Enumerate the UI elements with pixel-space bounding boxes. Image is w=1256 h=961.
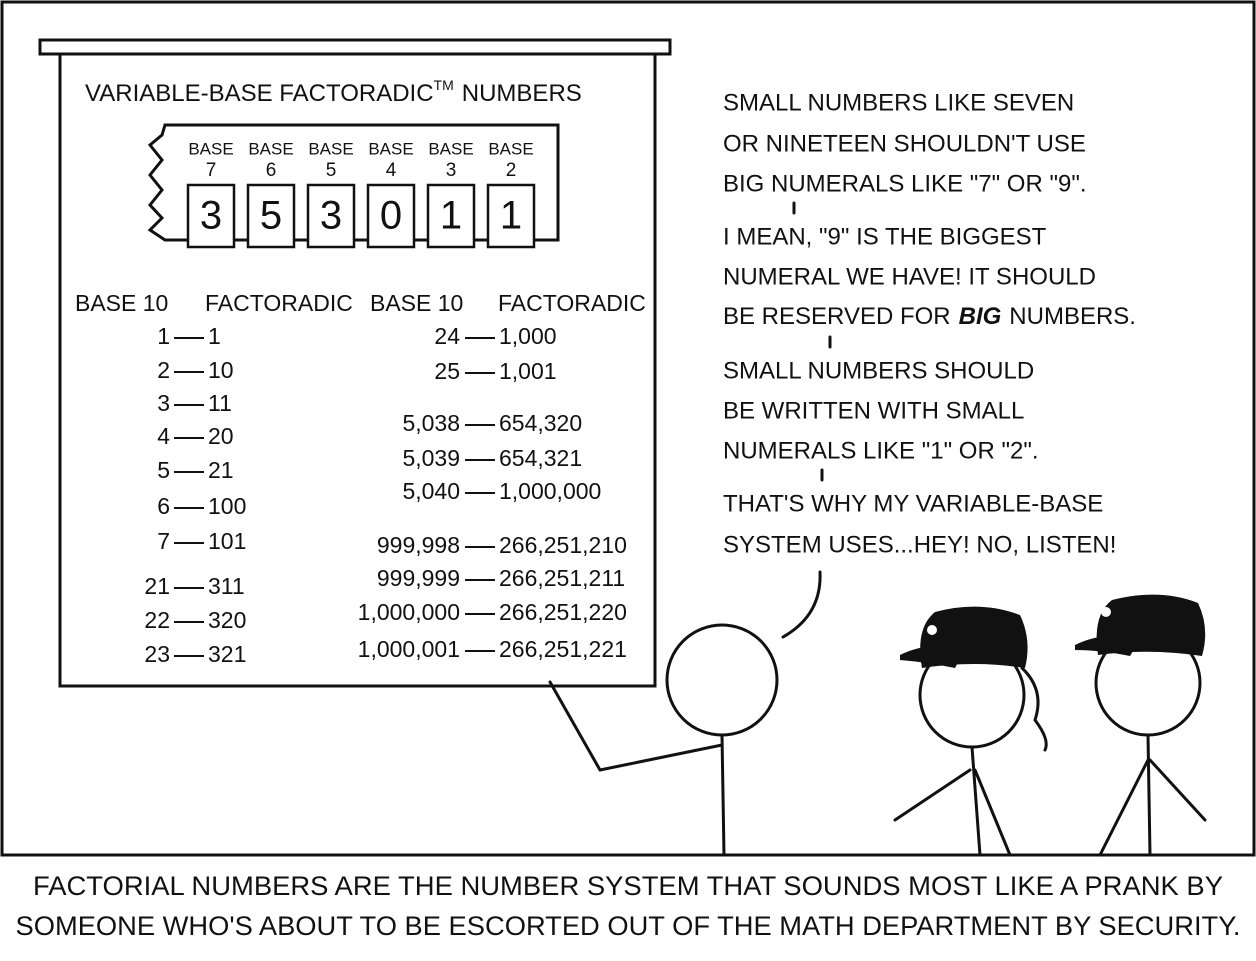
factoradic-value: 266,251,210 (499, 532, 627, 558)
base10-value: 1,000,000 (358, 599, 460, 625)
base-number: 6 (266, 160, 277, 181)
base10-value: 23 (144, 641, 170, 667)
factoradic-value: 1 (208, 323, 221, 349)
caption-line: FACTORIAL NUMBERS ARE THE NUMBER SYSTEM … (33, 871, 1223, 901)
paper-strip (147, 123, 560, 242)
speech-part: BE RESERVED FOR (723, 303, 951, 330)
factoradic-value: 320 (208, 607, 246, 633)
digit-box (486, 183, 536, 249)
digit: 1 (500, 194, 522, 238)
factoradic-value: 21 (208, 457, 234, 483)
speech-line: I MEAN, "9" IS THE BIGGEST (723, 223, 1047, 250)
factoradic-value: 10 (208, 357, 234, 383)
column-header: BASE 10 (75, 290, 168, 316)
digit-box (246, 183, 296, 249)
guard-right (1075, 594, 1207, 857)
speech-line: NUMERALS LIKE "1" OR "2". (723, 437, 1039, 464)
title-text: VARIABLE-BASE FACTORADIC (85, 80, 434, 107)
base10-value: 25 (434, 358, 460, 384)
column-header: FACTORADIC (498, 290, 646, 316)
base10-value: 1 (157, 323, 170, 349)
base10-value: 5,039 (402, 445, 460, 471)
speech-line: BE RESERVED FOR BIG NUMBERS. (723, 303, 1136, 330)
base10-value: 6 (157, 493, 170, 519)
factoradic-value: 101 (208, 528, 246, 554)
guard-left (893, 606, 1048, 857)
base10-value: 7 (157, 528, 170, 554)
digit: 0 (380, 194, 402, 238)
projection-screen (58, 52, 657, 688)
base-label: BASE (368, 139, 413, 158)
digit-box (366, 183, 416, 249)
factoradic-value: 1,000,000 (499, 478, 601, 504)
base-label: BASE (488, 139, 533, 158)
base-label: BASE (188, 139, 233, 158)
base10-value: 2 (157, 357, 170, 383)
base10-value: 22 (144, 607, 170, 633)
digit: 3 (200, 194, 222, 238)
base10-value: 4 (157, 423, 170, 449)
factoradic-value: 20 (208, 423, 234, 449)
base-label: BASE (248, 139, 293, 158)
digit: 1 (440, 194, 462, 238)
column-header: FACTORADIC (205, 290, 353, 316)
speech-line: BIG NUMERALS LIKE "7" OR "9". (723, 170, 1087, 197)
base-label: BASE (308, 139, 353, 158)
speech-line: BE WRITTEN WITH SMALL (723, 397, 1024, 424)
base10-value: 999,999 (377, 565, 460, 591)
caption-line: SOMEONE WHO'S ABOUT TO BE ESCORTED OUT O… (16, 911, 1241, 941)
digit-box (426, 183, 476, 249)
factoradic-value: 1,000 (499, 323, 557, 349)
column-header: BASE 10 (370, 290, 463, 316)
base-number: 3 (446, 160, 457, 181)
base-number: 2 (506, 160, 517, 181)
base10-value: 21 (144, 573, 170, 599)
base10-value: 5,038 (402, 410, 460, 436)
speech-line: THAT'S WHY MY VARIABLE-BASE (723, 490, 1103, 517)
base10-value: 24 (434, 323, 460, 349)
base-label: BASE (428, 139, 473, 158)
presenter (548, 623, 779, 857)
speech-line: SMALL NUMBERS SHOULD (723, 357, 1034, 384)
base10-value: 5 (157, 457, 170, 483)
base-number: 7 (206, 160, 217, 181)
speech-tail (781, 570, 822, 639)
board-title: VARIABLE-BASE FACTORADICTM NUMBERS (85, 77, 582, 108)
factoradic-value: 654,320 (499, 410, 582, 436)
factoradic-value: 266,251,220 (499, 599, 627, 625)
factoradic-value: 1,001 (499, 358, 557, 384)
speech-line: NUMERAL WE HAVE! IT SHOULD (723, 263, 1096, 290)
factoradic-value: 100 (208, 493, 246, 519)
factoradic-value: 654,321 (499, 445, 582, 471)
base10-value: 1,000,001 (358, 636, 460, 662)
speech-line: SMALL NUMBERS LIKE SEVEN (723, 89, 1074, 116)
speech-part: NUMBERS. (1009, 303, 1136, 330)
digit: 3 (320, 194, 342, 238)
factoradic-value: 311 (208, 573, 245, 599)
digit: 5 (260, 194, 282, 238)
title-end: NUMBERS (462, 80, 582, 107)
speech-line: OR NINETEEN SHOULDN'T USE (723, 130, 1086, 157)
factoradic-value: 11 (208, 390, 232, 416)
factoradic-value: 266,251,221 (499, 636, 627, 662)
base-number: 4 (386, 160, 397, 181)
digit-box (186, 183, 236, 249)
trademark: TM (434, 77, 454, 93)
base10-value: 999,998 (377, 532, 460, 558)
base-number: 5 (326, 160, 337, 181)
screen-roller (38, 38, 672, 56)
speech-line: SYSTEM USES...HEY! NO, LISTEN! (723, 531, 1116, 558)
emphasis: BIG (959, 303, 1002, 330)
factoradic-value: 321 (208, 641, 246, 667)
base10-value: 5,040 (402, 478, 460, 504)
factoradic-value: 266,251,211 (499, 565, 625, 591)
base10-value: 3 (157, 390, 170, 416)
digit-box (306, 183, 356, 249)
